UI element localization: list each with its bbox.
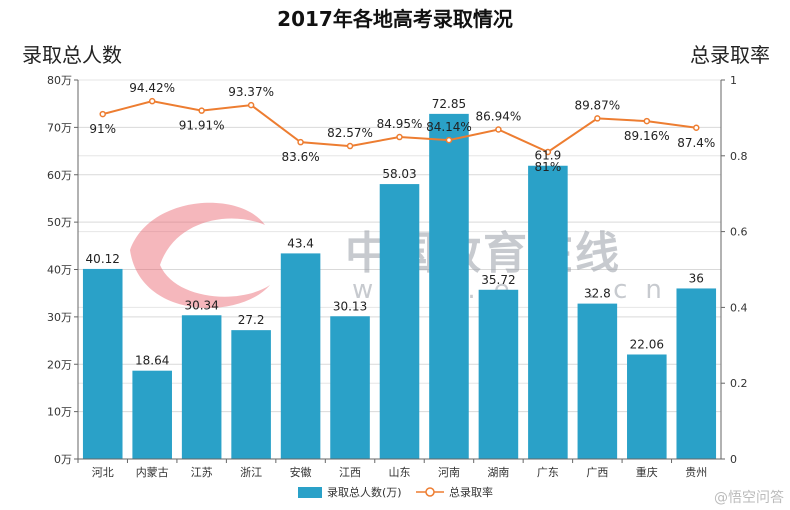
- line-value-label: 84.14%: [426, 120, 472, 134]
- bar: [676, 288, 717, 459]
- bar-value-label: 27.2: [238, 313, 265, 327]
- x-category-label: 广西: [586, 466, 608, 479]
- x-category-label: 江苏: [191, 466, 213, 479]
- x-category-label: 浙江: [240, 466, 262, 479]
- x-category-label: 湖南: [487, 466, 509, 479]
- line-point: [544, 148, 552, 156]
- axes: 0万 10万 20万 30万 40万 50万 60万 70万 80万 0 0.2 0.4 0.6 0.8 1…: [47, 74, 748, 479]
- line-point: [693, 124, 700, 132]
- line-value-label: 82.57%: [327, 126, 373, 140]
- bar: [478, 289, 519, 459]
- line-point: [198, 107, 205, 114]
- line-value-label: 84.95%: [377, 117, 423, 131]
- line-series: [99, 97, 700, 156]
- bar: [181, 315, 222, 459]
- bar-value-label: 36: [689, 271, 704, 285]
- line-value-label: 91.91%: [179, 119, 225, 133]
- bar-value-label: 22.06: [630, 337, 664, 351]
- corner-watermark: @悟空问答: [714, 489, 784, 506]
- line-value-label: 93.37%: [228, 85, 274, 99]
- line-value-label: 86.94%: [476, 109, 522, 123]
- bar-value-label: 32.8: [584, 287, 611, 301]
- x-category-label: 河南: [438, 466, 460, 479]
- bar-value-label: 58.03: [382, 167, 416, 181]
- eol-logo-swoosh: [130, 202, 270, 308]
- x-category-label: 内蒙古: [136, 465, 169, 479]
- line-point: [594, 115, 601, 122]
- x-category-label: 重庆: [636, 465, 658, 479]
- legend-line-label: 总录取率: [449, 485, 493, 499]
- right-tick-label: 0.2: [730, 377, 748, 390]
- left-tick-label: 50万: [47, 216, 72, 229]
- legend: 录取总人数(万) 总录取率: [298, 485, 493, 499]
- bar-value-label: 43.4: [287, 236, 314, 250]
- left-tick-label: 10万: [47, 406, 72, 419]
- bar: [577, 303, 618, 459]
- line-value-label: 81%: [535, 160, 562, 174]
- legend-bar-swatch: [298, 487, 322, 498]
- legend-bar-label: 录取总人数(万): [327, 485, 402, 499]
- bar: [231, 330, 271, 459]
- bar-series: [82, 113, 717, 460]
- right-tick-label: 1: [730, 74, 737, 87]
- x-category-label: 广东: [537, 466, 559, 479]
- line-point: [445, 136, 453, 144]
- line-value-label: 83.6%: [282, 150, 320, 164]
- bar-value-label: 30.13: [333, 299, 367, 313]
- bar: [429, 113, 469, 460]
- x-category-label: 山东: [389, 466, 411, 479]
- x-category-label: 河北: [92, 466, 114, 479]
- bar: [82, 268, 123, 459]
- legend-line-marker: [425, 487, 435, 497]
- x-category-label: 江西: [339, 466, 361, 479]
- left-tick-label: 70万: [47, 121, 72, 134]
- bar: [627, 354, 667, 459]
- left-tick-label: 80万: [47, 74, 72, 87]
- x-category-label: 安徽: [290, 465, 312, 479]
- x-category-label: 贵州: [685, 466, 707, 479]
- bar: [330, 316, 370, 459]
- line-value-label: 89.87%: [574, 98, 620, 112]
- chart-title: 2017年各地高考录取情况: [277, 7, 513, 31]
- line-value-label: 91%: [89, 122, 116, 136]
- right-tick-label: 0.6: [730, 226, 748, 239]
- bar: [528, 165, 568, 459]
- line-point: [396, 133, 403, 141]
- watermark-logo-text: eol: [200, 240, 281, 291]
- left-tick-label: 40万: [47, 264, 72, 277]
- left-tick-label: 0万: [54, 453, 72, 466]
- line-value-label: 89.16%: [624, 129, 670, 143]
- right-axis-title: 总录取率: [690, 43, 770, 67]
- bar: [280, 253, 321, 459]
- data-labels: 40.12 18.64 30.34 27.2 43.4 30.13 58.03 72.85 35…: [86, 81, 716, 368]
- right-tick-label: 0.4: [730, 301, 748, 314]
- line-point: [99, 110, 106, 118]
- right-tick-label: 0: [730, 453, 737, 466]
- left-axis-title: 录取总人数: [22, 43, 122, 67]
- line-point: [346, 142, 354, 150]
- bar-value-label: 18.64: [135, 354, 169, 368]
- line-value-label: 87.4%: [677, 136, 715, 150]
- bar-value-label: 40.12: [86, 252, 120, 266]
- left-tick-label: 20万: [47, 358, 72, 371]
- line-point: [297, 138, 304, 146]
- line-point: [148, 97, 156, 105]
- left-tick-label: 30万: [47, 311, 72, 324]
- bar-value-label: 61.9: [535, 149, 562, 163]
- bar-value-label: 72.85: [432, 97, 466, 111]
- bar-value-label: 35.72: [481, 273, 515, 287]
- right-tick-label: 0.8: [730, 150, 748, 163]
- line-point: [247, 101, 255, 109]
- line-value-label: 94.42%: [129, 81, 175, 95]
- bar: [132, 370, 172, 459]
- bar: [379, 184, 420, 459]
- line-point: [643, 117, 651, 125]
- line-point: [495, 126, 502, 133]
- bar-value-label: 30.34: [184, 298, 218, 312]
- left-tick-label: 60万: [47, 169, 72, 182]
